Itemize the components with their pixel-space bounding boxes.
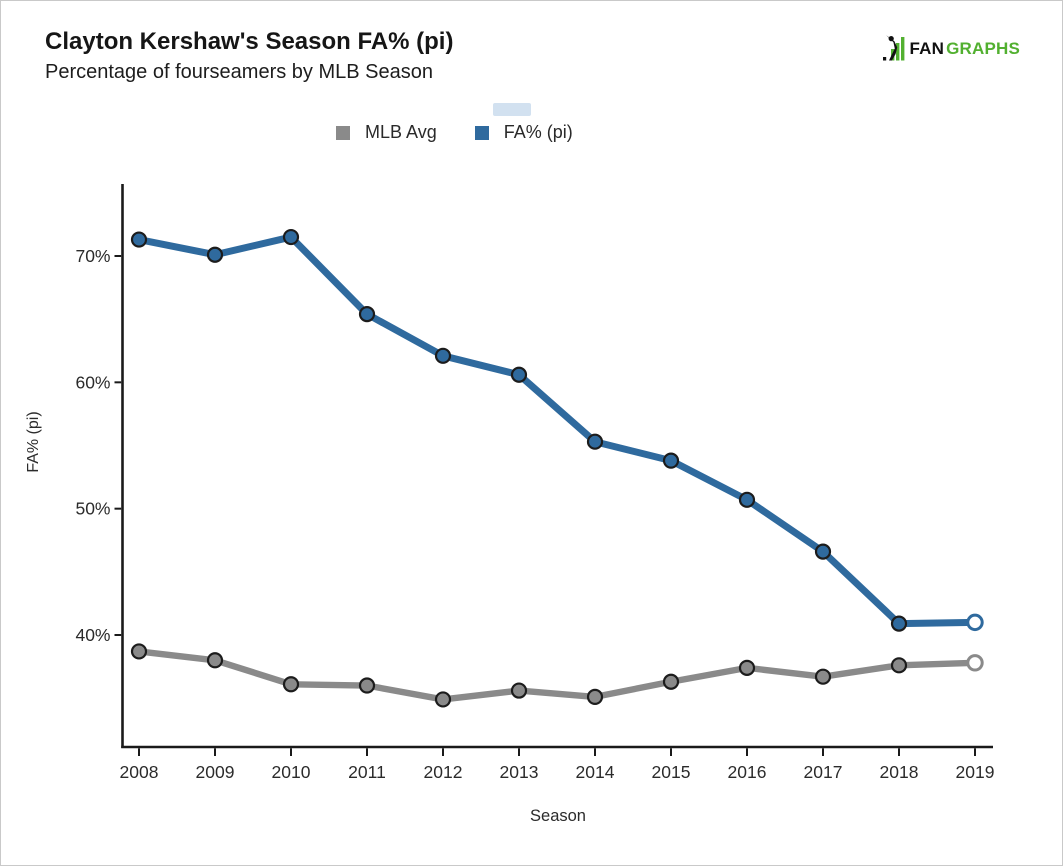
fangraphs-batter-bars-icon — [883, 35, 905, 61]
y-tick-label-70: 70% — [75, 246, 110, 266]
data-point-mlb-avg-2010[interactable] — [282, 676, 300, 693]
data-point-mlb-avg-2019[interactable] — [966, 654, 984, 672]
x-tick-label-2016: 2016 — [728, 762, 767, 782]
data-point-fa-pi-2012[interactable] — [434, 347, 452, 364]
y-axis-title: FA% (pi) — [25, 411, 42, 472]
data-point-mlb-avg-2009[interactable] — [206, 652, 224, 669]
legend-item-fa-pi[interactable]: FA% (pi) — [474, 122, 573, 143]
x-tick-label-2008: 2008 — [120, 762, 159, 782]
series-line-mlb-avg — [135, 648, 979, 703]
data-point-fa-pi-2015[interactable] — [662, 452, 680, 469]
chart-legend: MLB Avg FA% (pi) — [336, 122, 573, 143]
data-point-fa-pi-2011[interactable] — [358, 306, 376, 323]
series-line-fa-pi — [135, 233, 979, 628]
page-subtitle: Percentage of fourseamers by MLB Season — [45, 60, 433, 83]
page-title: Clayton Kershaw's Season FA% (pi) — [45, 28, 454, 55]
x-tick-label-2009: 2009 — [196, 762, 235, 782]
chart-header: Clayton Kershaw's Season FA% (pi) Percen… — [45, 28, 453, 84]
data-point-mlb-avg-2013[interactable] — [510, 682, 528, 699]
data-point-mlb-avg-2017[interactable] — [814, 668, 832, 685]
y-tick-label-50: 50% — [75, 499, 110, 519]
x-tick-label-2011: 2011 — [348, 762, 386, 782]
data-point-mlb-avg-2014[interactable] — [586, 688, 604, 706]
x-tick-label-2017: 2017 — [804, 762, 843, 782]
data-point-fa-pi-2014[interactable] — [586, 433, 604, 450]
data-point-mlb-avg-2011[interactable] — [358, 677, 376, 694]
data-point-fa-pi-2010[interactable] — [282, 228, 300, 246]
legend-swatch-mlb-avg — [336, 125, 350, 140]
legend-label-mlb-avg: MLB Avg — [365, 122, 437, 142]
x-tick-label-2018: 2018 — [880, 762, 919, 782]
data-point-mlb-avg-2008[interactable] — [130, 643, 148, 660]
x-tick-label-2010: 2010 — [272, 762, 311, 782]
x-tick-label-2012: 2012 — [424, 762, 463, 782]
data-point-mlb-avg-2012[interactable] — [434, 691, 452, 708]
data-point-fa-pi-2019[interactable] — [966, 613, 984, 632]
fangraphs-logo[interactable]: FAN GRAPHS — [883, 34, 1020, 61]
logo-text-fan: FAN — [909, 39, 945, 59]
data-point-fa-pi-2008[interactable] — [130, 231, 148, 248]
logo-text-graphs: GRAPHS — [946, 39, 1020, 59]
y-tick-label-60: 60% — [75, 372, 110, 392]
x-tick-label-2019: 2019 — [956, 762, 995, 782]
legend-swatch-fa-pi — [474, 125, 489, 140]
legend-hover-artifact — [493, 103, 531, 116]
data-point-mlb-avg-2015[interactable] — [662, 673, 680, 690]
x-tick-label-2014: 2014 — [576, 762, 615, 782]
data-point-mlb-avg-2016[interactable] — [738, 659, 756, 676]
legend-item-mlb-avg[interactable]: MLB Avg — [336, 122, 437, 143]
data-point-fa-pi-2018[interactable] — [890, 615, 908, 632]
y-tick-label-40: 40% — [75, 625, 110, 645]
data-point-mlb-avg-2018[interactable] — [890, 657, 908, 674]
data-point-fa-pi-2013[interactable] — [510, 366, 528, 383]
data-point-fa-pi-2009[interactable] — [206, 246, 224, 263]
x-tick-label-2013: 2013 — [500, 762, 539, 782]
x-tick-label-2015: 2015 — [652, 762, 691, 782]
data-point-fa-pi-2017[interactable] — [814, 543, 832, 560]
legend-label-fa-pi: FA% (pi) — [503, 122, 573, 142]
x-axis-title: Season — [530, 807, 586, 825]
data-point-fa-pi-2016[interactable] — [738, 491, 756, 508]
